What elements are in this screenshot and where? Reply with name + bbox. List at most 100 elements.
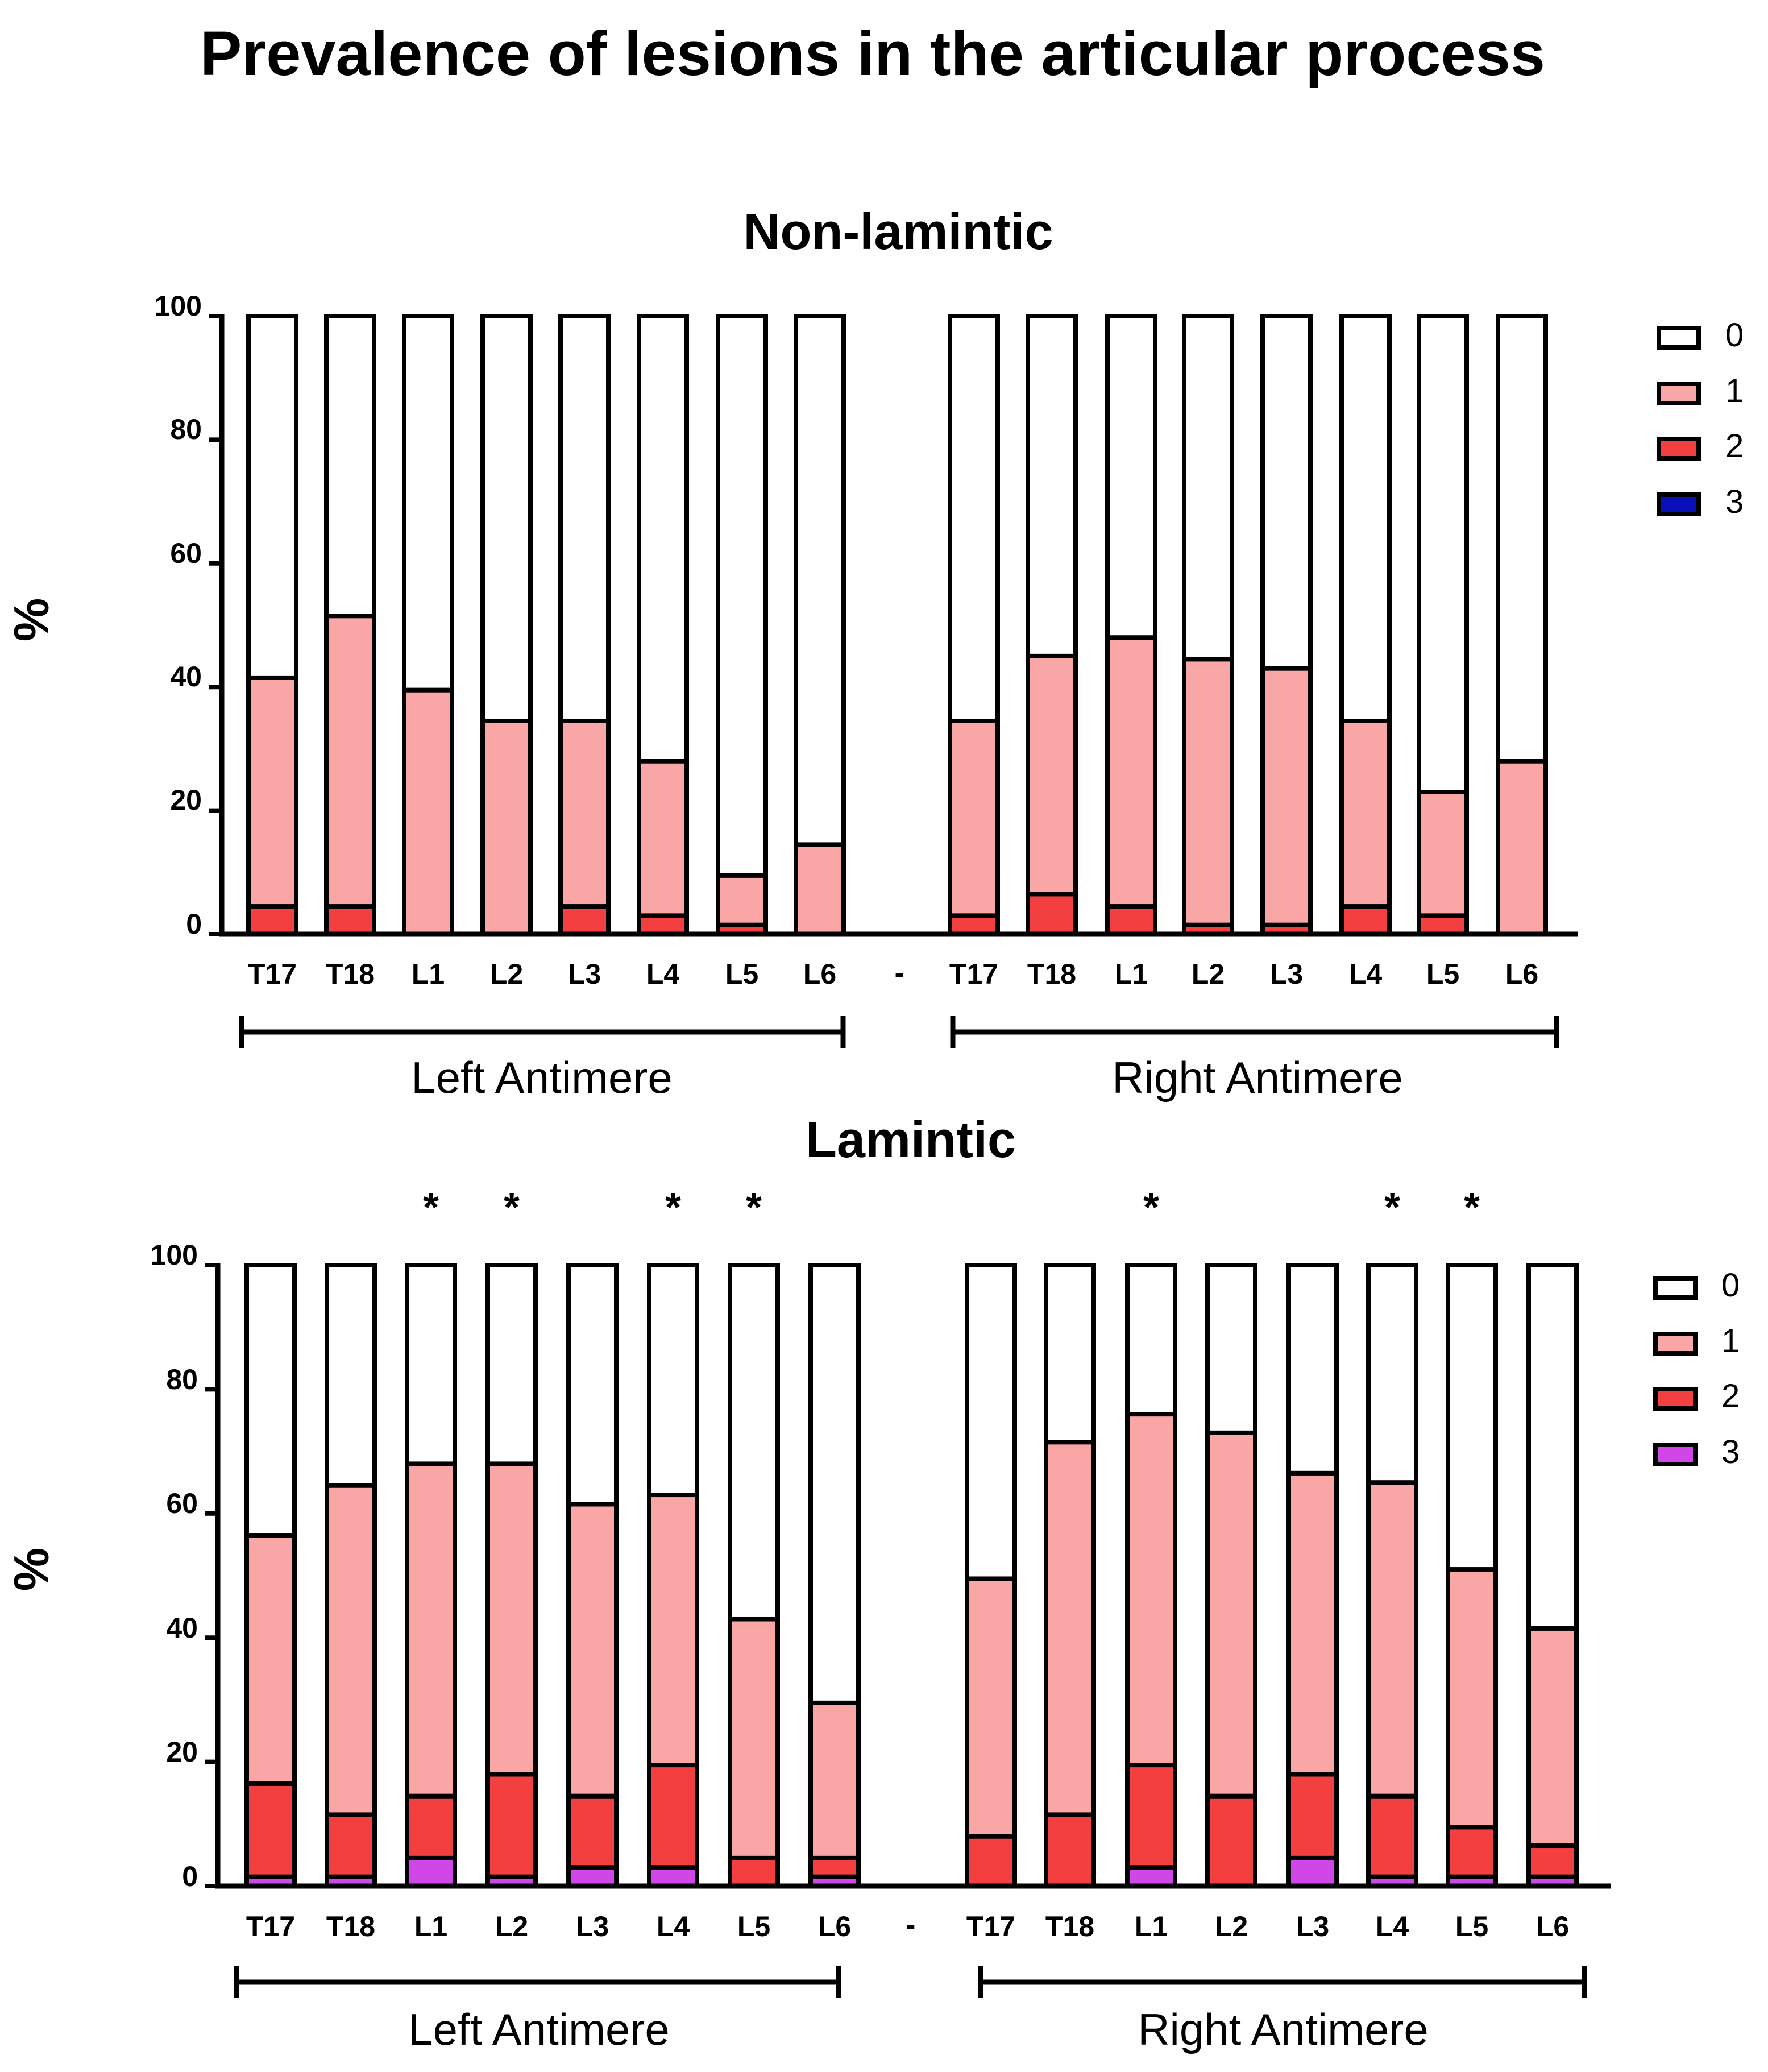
legend-label: 3	[1725, 483, 1744, 520]
x-tick-label: L3	[1296, 1911, 1329, 1942]
chart-title: Lamintic	[806, 1112, 1016, 1168]
bar-segment-1	[794, 842, 846, 937]
bar-segment-1	[558, 718, 611, 909]
bar-segment-1	[325, 1483, 377, 1817]
y-tick-label: 40	[166, 1612, 198, 1644]
bars	[246, 314, 1548, 937]
x-tick-label: L6	[803, 958, 836, 990]
bar-segment-1	[637, 759, 689, 918]
bar-segment-2	[246, 904, 298, 936]
chart-panel-non-lamintic: Non-lamintic % 0 20 40 60 80 100 T17 T18 L…	[5, 204, 1744, 1103]
bar-segment-0	[1339, 314, 1392, 723]
bar-segment-1	[1260, 666, 1313, 927]
group-label-right-antimere: Right Antimere	[1112, 1052, 1403, 1103]
bar-segment-1	[324, 614, 376, 909]
x-tick-label: L3	[576, 1911, 609, 1942]
bar-segment-2	[1205, 1793, 1257, 1888]
x-tick-label: L1	[412, 958, 445, 990]
bar-segment-1	[647, 1493, 699, 1768]
x-tick-label: L4	[646, 958, 680, 990]
bar-segment-0	[728, 1263, 780, 1622]
bar-segment-3	[1125, 1865, 1177, 1888]
x-tick-label: L2	[495, 1911, 528, 1942]
bar-segment-2	[728, 1855, 780, 1889]
bar-segment-2	[1446, 1825, 1498, 1879]
bar-segment-0	[1260, 314, 1313, 671]
bar-segment-2	[566, 1793, 619, 1870]
bar-segment-1	[1105, 635, 1157, 909]
x-tick-label: T18	[1045, 1911, 1094, 1942]
bar-segment-0	[558, 314, 611, 723]
x-tick-label: L6	[1505, 958, 1538, 990]
x-tick-label: L2	[490, 958, 523, 990]
bar-segment-2	[965, 1834, 1017, 1888]
group-label-left-antimere: Left Antimere	[408, 2004, 670, 2054]
bar-segment-2	[647, 1763, 699, 1870]
bar-segment-0	[1366, 1263, 1418, 1485]
legend-swatch-2	[1657, 437, 1701, 461]
bar-segment-0	[246, 314, 298, 680]
significance-asterisk: *	[423, 1185, 439, 1230]
x-tick-label: L5	[725, 958, 758, 990]
bar-segment-2	[325, 1812, 377, 1879]
bar-segment-2	[1526, 1843, 1579, 1879]
y-tick-label: 20	[166, 1736, 198, 1768]
bar-segment-1	[808, 1700, 861, 1860]
legend-label: 3	[1721, 1433, 1740, 1470]
y-tick-label: 100	[155, 290, 202, 322]
x-tick-label: L2	[1192, 958, 1225, 990]
bar-segment-2	[1286, 1772, 1339, 1860]
significance-asterisk: *	[1384, 1185, 1400, 1230]
bar-segment-2	[808, 1855, 861, 1879]
x-tick-label: L1	[414, 1911, 447, 1942]
x-tick-label: L5	[1426, 958, 1459, 990]
group-brackets	[234, 1966, 1587, 1998]
x-tick-label: L1	[1115, 958, 1148, 990]
bar-segment-0	[480, 314, 533, 723]
bar-segment-2	[558, 904, 611, 936]
legend-swatch-0	[1657, 326, 1701, 350]
category-labels: T17 T18 L1 L2 L3 L4 L5 L6 T17 T18 L1 L2 L3 L4 L5 L6	[246, 1911, 1569, 1942]
bar-segment-1	[1044, 1440, 1096, 1817]
bar-segment-0	[716, 314, 768, 878]
bar-segment-3	[647, 1865, 699, 1888]
bar-segment-0	[1446, 1263, 1498, 1572]
bar-segment-0	[1125, 1263, 1177, 1417]
x-tick-label: T17	[966, 1911, 1015, 1942]
bar-segment-1	[246, 675, 298, 909]
bar-segment-0	[1526, 1263, 1579, 1631]
figure-title: Prevalence of lesions in the articular p…	[200, 19, 1545, 89]
x-tick-label: L3	[568, 958, 601, 990]
bar-segment-0	[1182, 314, 1234, 662]
bar-segment-0	[485, 1263, 538, 1466]
y-tick-label: 100	[151, 1239, 198, 1271]
bar-segment-0	[1044, 1263, 1096, 1445]
chart-panel-lamintic: Lamintic % 0 20 40 60 80 100 T17 T18 L1 L2 L…	[5, 1112, 1740, 2054]
group-separator-label: -	[895, 957, 904, 989]
legend: 0 1 2 3	[1657, 317, 1744, 520]
significance-asterisk: *	[665, 1185, 681, 1230]
category-labels: T17 T18 L1 L2 L3 L4 L5 L6 T17 T18 L1 L2 L3 L4 L5 L6	[248, 958, 1538, 990]
legend: 0 1 2 3	[1653, 1267, 1740, 1470]
bar-segment-0	[244, 1263, 297, 1538]
bar-segment-1	[485, 1461, 538, 1777]
significance-asterisk: *	[504, 1185, 520, 1230]
group-brackets	[239, 1016, 1559, 1048]
bar-segment-1	[1417, 789, 1469, 918]
y-axis-label: %	[5, 598, 59, 641]
bar-segment-2	[1339, 904, 1392, 936]
bar-segment-1	[728, 1617, 780, 1860]
legend-swatch-0	[1653, 1276, 1698, 1300]
bar-segment-1	[965, 1576, 1017, 1839]
legend-label: 2	[1725, 428, 1744, 465]
bar-segment-1	[716, 873, 768, 927]
group-bracket	[978, 1966, 1587, 1998]
x-tick-label: L3	[1270, 958, 1303, 990]
bar-segment-2	[485, 1772, 538, 1879]
bar-segment-1	[1026, 653, 1078, 897]
bar-segment-1	[244, 1533, 297, 1786]
bar-segment-2	[244, 1781, 297, 1879]
legend-label: 0	[1725, 317, 1744, 354]
bar-segment-0	[1026, 314, 1078, 658]
axes	[209, 314, 1578, 937]
